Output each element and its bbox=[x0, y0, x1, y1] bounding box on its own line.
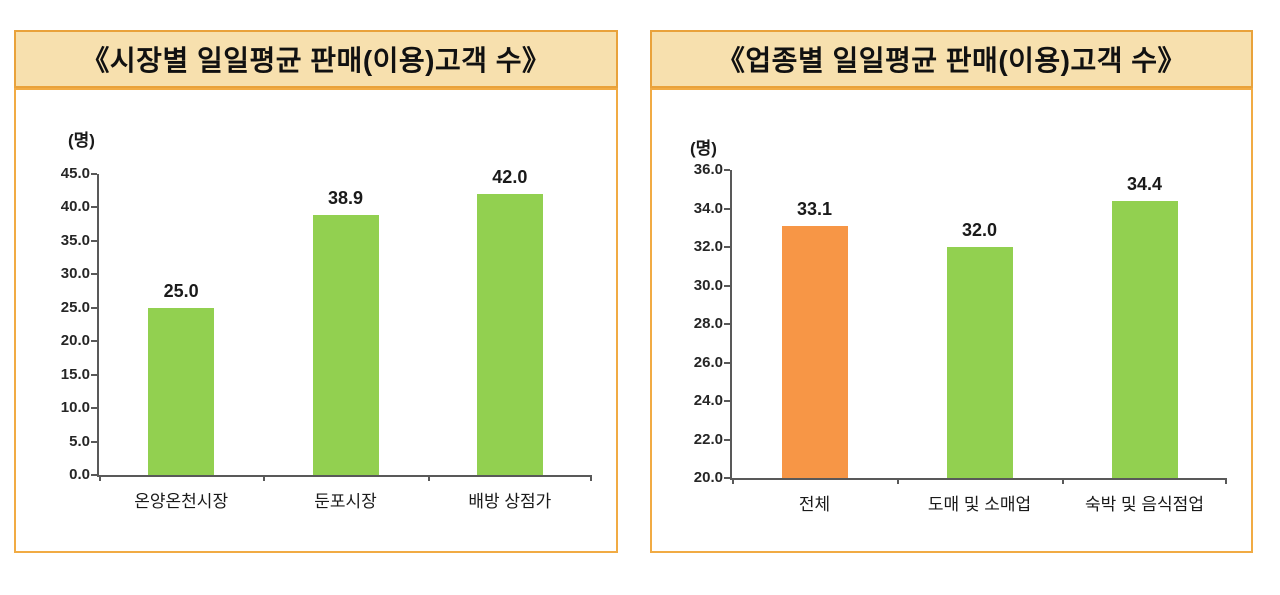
y-tick-mark bbox=[724, 438, 730, 441]
bar-value-label: 25.0 bbox=[163, 280, 199, 301]
y-tick-label: 20.0 bbox=[693, 469, 723, 486]
bar-value-label: 33.1 bbox=[796, 198, 833, 219]
y-tick-mark bbox=[91, 306, 97, 309]
bar-value-label: 34.4 bbox=[1126, 173, 1163, 194]
y-tick-mark bbox=[724, 169, 730, 171]
market-chart-unit-label: (명) bbox=[68, 131, 95, 150]
bar bbox=[476, 194, 543, 475]
bar-value-label: 42.0 bbox=[492, 167, 528, 188]
x-category-label: 숙박 및 음식점업 bbox=[1085, 495, 1204, 514]
market-chart-box: (명) 45.0 40.0 35.0 30.0 25.0 20.0 15.0 10.0 5.0 0… bbox=[14, 88, 618, 553]
industry-chart-title: 《업종별 일일평균 판매(이용)고객 수》 bbox=[650, 30, 1253, 88]
y-tick-label: 25.0 bbox=[60, 298, 90, 316]
y-tick-label: 30.0 bbox=[60, 265, 90, 283]
y-tick-mark bbox=[724, 477, 730, 479]
x-tick-mark bbox=[1225, 478, 1227, 484]
y-tick-label: 22.0 bbox=[693, 430, 723, 448]
y-tick-mark bbox=[91, 173, 97, 175]
bar-value-label: 38.9 bbox=[327, 187, 364, 208]
industry-chart-unit-label: (명) bbox=[690, 139, 717, 158]
y-tick-mark bbox=[724, 207, 730, 210]
y-tick-label: 15.0 bbox=[60, 365, 90, 383]
y-tick-label: 30.0 bbox=[693, 276, 723, 294]
bar bbox=[148, 307, 215, 475]
y-tick-mark bbox=[724, 246, 730, 248]
bar bbox=[946, 247, 1013, 478]
y-tick-mark bbox=[724, 361, 730, 364]
x-category-label: 배방 상점가 bbox=[468, 492, 552, 511]
y-tick-mark bbox=[91, 474, 97, 476]
x-tick-mark bbox=[732, 478, 734, 484]
x-tick-mark bbox=[263, 475, 266, 481]
bar bbox=[1111, 200, 1178, 478]
y-tick-label: 40.0 bbox=[60, 198, 90, 216]
y-tick-label: 10.0 bbox=[60, 399, 90, 417]
y-tick-label: 36.0 bbox=[693, 161, 723, 178]
market-chart-panel: 《시장별 일일평균 판매(이용)고객 수》 (명) 45.0 40.0 35.0 30… bbox=[14, 30, 618, 553]
bar bbox=[312, 214, 379, 475]
y-tick-mark bbox=[91, 373, 97, 376]
industry-chart-panel: 《업종별 일일평균 판매(이용)고객 수》 (명) 36.0 34.0 32.0 30… bbox=[650, 30, 1253, 553]
market-chart-title: 《시장별 일일평균 판매(이용)고객 수》 bbox=[14, 30, 618, 88]
y-tick-label: 32.0 bbox=[693, 238, 723, 255]
x-category-label: 전체 bbox=[798, 495, 831, 514]
industry-chart-box: (명) 36.0 34.0 32.0 30.0 28.0 26.0 24.0 22.0 20.0… bbox=[650, 88, 1253, 553]
bar bbox=[781, 225, 848, 478]
x-tick-mark bbox=[897, 478, 899, 484]
y-tick-label: 28.0 bbox=[693, 315, 723, 332]
x-category-label: 둔포시장 bbox=[314, 492, 377, 511]
x-tick-mark bbox=[1062, 478, 1064, 484]
y-tick-mark bbox=[91, 440, 97, 443]
y-tick-label: 45.0 bbox=[60, 165, 90, 182]
x-category-label: 도매 및 소매업 bbox=[927, 495, 1032, 514]
x-tick-mark bbox=[427, 475, 430, 481]
y-tick-mark bbox=[91, 206, 97, 209]
y-tick-mark bbox=[91, 273, 97, 276]
y-tick-label: 35.0 bbox=[60, 231, 90, 249]
industry-chart-plot-area: 36.0 34.0 32.0 30.0 28.0 26.0 24.0 22.0 20.0 33.1… bbox=[694, 161, 1227, 514]
x-tick-mark bbox=[590, 475, 592, 481]
y-tick-label: 34.0 bbox=[693, 199, 723, 217]
y-tick-mark bbox=[724, 400, 730, 402]
y-tick-mark bbox=[91, 239, 97, 242]
y-tick-mark bbox=[91, 407, 97, 410]
x-tick-mark bbox=[99, 475, 101, 481]
bar-value-label: 32.0 bbox=[961, 220, 998, 240]
y-tick-label: 20.0 bbox=[60, 332, 90, 350]
y-tick-mark bbox=[724, 323, 730, 325]
x-category-label: 온양온천시장 bbox=[134, 492, 229, 511]
y-tick-label: 26.0 bbox=[693, 353, 723, 371]
y-tick-mark bbox=[91, 340, 97, 343]
y-tick-label: 24.0 bbox=[693, 392, 723, 409]
y-tick-mark bbox=[724, 284, 730, 287]
market-chart-plot-area: 45.0 40.0 35.0 30.0 25.0 20.0 15.0 10.0 5.0 0.0 25… bbox=[61, 165, 592, 511]
y-tick-label: 0.0 bbox=[69, 466, 90, 483]
y-tick-label: 5.0 bbox=[69, 432, 90, 450]
